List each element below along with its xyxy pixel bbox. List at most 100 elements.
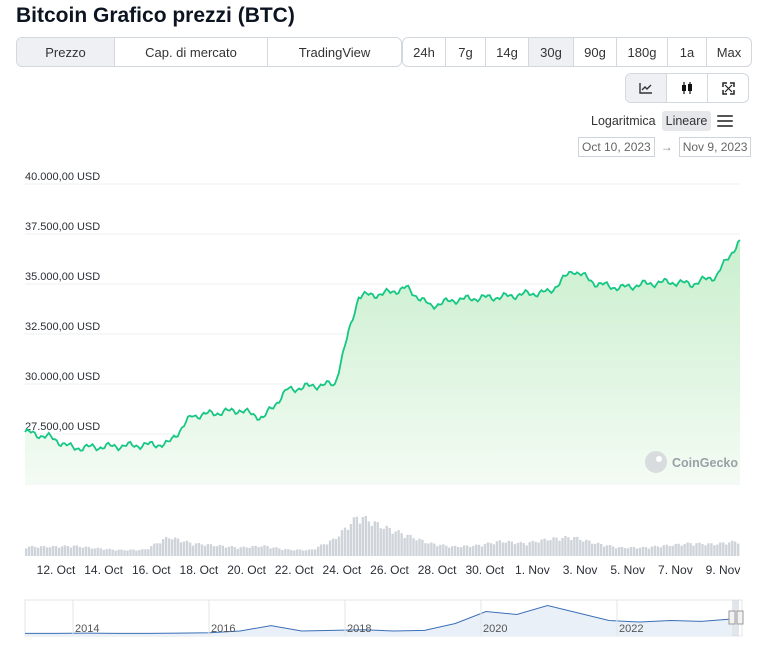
volume-bar — [689, 543, 692, 556]
volume-bar — [731, 540, 734, 556]
volume-bar — [424, 543, 427, 556]
x-tick-label: 20. Oct — [227, 563, 266, 577]
price-point — [48, 436, 49, 437]
price-point — [430, 305, 431, 306]
volume-bar — [141, 549, 144, 556]
navigator-tick-label: 2014 — [75, 623, 99, 635]
volume-bar — [242, 546, 245, 556]
navigator-line — [25, 604, 733, 634]
volume-bar — [162, 539, 165, 556]
range-30d-button[interactable]: 30g — [529, 38, 574, 66]
volume-bar — [120, 549, 123, 556]
volume-bar — [495, 541, 499, 556]
volume-bar — [614, 548, 618, 556]
volume-bar — [159, 543, 162, 556]
range-1y-button[interactable]: 1a — [668, 38, 707, 66]
price-point — [692, 283, 693, 284]
volume-bar — [376, 522, 379, 556]
price-area — [24, 239, 741, 484]
volume-bar — [224, 547, 227, 556]
volume-bar — [698, 542, 701, 556]
volume-bar — [400, 533, 403, 556]
price-point — [287, 389, 288, 390]
date-from-field[interactable]: Oct 10, 2023 — [578, 137, 655, 157]
volume-bar — [638, 547, 642, 556]
volume-bar — [409, 534, 412, 556]
volume-bar — [498, 540, 502, 556]
volume-bar — [415, 540, 418, 556]
volume-bar — [412, 538, 415, 556]
line-chart-icon[interactable] — [626, 74, 667, 102]
volume-bar — [218, 545, 221, 556]
y-tick-label: 30.000,00 USD — [25, 371, 100, 383]
price-point — [644, 283, 645, 284]
expand-icon[interactable] — [708, 74, 748, 102]
volume-bar — [227, 546, 230, 556]
volume-bar — [361, 517, 364, 556]
volume-bar — [382, 528, 385, 556]
volume-bar — [516, 543, 519, 556]
tab-tradingview[interactable]: TradingView — [298, 44, 371, 60]
volume-bar — [358, 523, 362, 556]
range-7d-button[interactable]: 7g — [446, 38, 486, 66]
volume-bar — [519, 541, 522, 556]
navigator-handle[interactable] — [728, 610, 736, 625]
volume-bar — [263, 545, 266, 556]
volume-bar — [63, 545, 67, 556]
volume-bar — [176, 538, 180, 556]
volume-bar — [144, 549, 147, 556]
volume-bar — [430, 542, 433, 556]
candlestick-icon[interactable] — [667, 74, 708, 102]
navigator-handle[interactable] — [736, 610, 744, 625]
price-point — [453, 299, 454, 300]
volume-bar — [194, 543, 198, 556]
tab-price[interactable]: Prezzo — [17, 38, 115, 66]
volume-bar — [662, 545, 665, 556]
volume-bar — [269, 548, 272, 556]
price-point — [239, 409, 240, 410]
volume-bar — [322, 544, 326, 556]
range-180d-button[interactable]: 180g — [617, 38, 668, 66]
x-tick-label: 26. Oct — [370, 563, 409, 577]
volume-bar — [525, 545, 528, 556]
volume-bar — [230, 546, 233, 556]
volume-bar — [84, 546, 87, 556]
volume-bar — [695, 543, 698, 556]
volume-bar — [367, 521, 370, 556]
range-90d-button[interactable]: 90g — [574, 38, 617, 66]
date-to-field[interactable]: Nov 9, 2023 — [678, 137, 752, 157]
volume-bar — [564, 535, 567, 556]
volume-bar — [546, 540, 549, 556]
log-scale-option[interactable]: Logaritmica — [591, 114, 656, 128]
volume-bar — [579, 539, 582, 556]
volume-bar — [66, 546, 70, 556]
arrow-right-icon: → — [660, 140, 673, 154]
tab-market-cap[interactable]: Cap. di mercato — [115, 38, 268, 66]
range-max-button[interactable]: Max — [716, 44, 742, 60]
volume-bar — [597, 542, 600, 556]
volume-bar — [278, 548, 281, 556]
price-point — [72, 447, 73, 448]
x-tick-label: 18. Oct — [180, 563, 219, 577]
hamburger-menu-icon[interactable] — [717, 115, 734, 127]
x-tick-label: 14. Oct — [84, 563, 123, 577]
range-24h-button[interactable]: 24h — [403, 38, 446, 66]
x-axis-ticks: 12. Oct 14. Oct 16. Oct 18. Oct 20. Oct 22. O… — [37, 563, 741, 577]
navigator-area — [25, 605, 732, 636]
volume-bar — [680, 545, 683, 556]
volume-bar — [543, 538, 546, 556]
volume-bar — [465, 545, 469, 556]
volume-bar — [284, 549, 287, 556]
volume-bar — [48, 547, 52, 556]
linear-scale-option[interactable]: Lineare — [661, 111, 712, 131]
date-range-picker: Oct 10, 2023 → Nov 9, 2023 — [578, 137, 752, 157]
volume-bar — [111, 549, 114, 556]
volume-bar — [314, 549, 317, 556]
volume-bar — [248, 547, 251, 556]
y-tick-label: 32.500,00 USD — [25, 321, 100, 333]
volume-bar — [72, 545, 76, 556]
volume-bar — [734, 541, 737, 556]
volume-bar — [33, 546, 37, 556]
range-14d-button[interactable]: 14g — [486, 38, 529, 66]
